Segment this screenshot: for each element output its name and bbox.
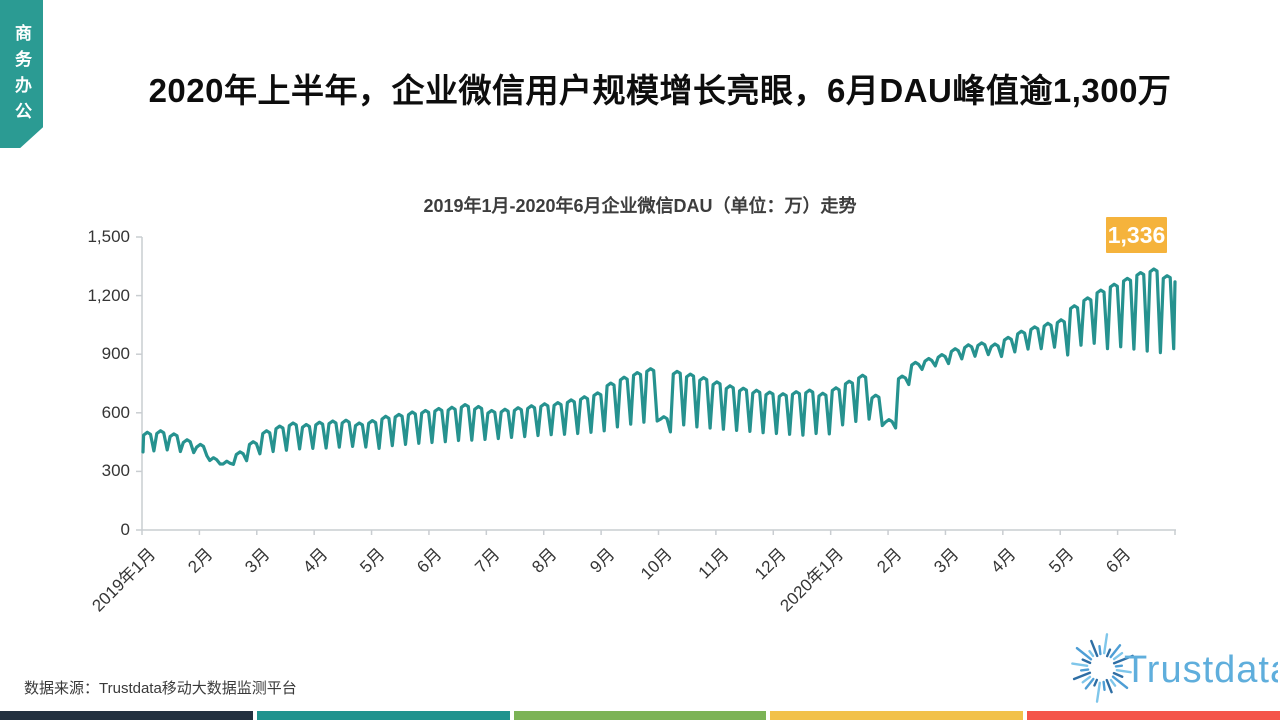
strip-segment [256, 711, 510, 720]
data-source-note: 数据来源：Trustdata移动大数据监测平台 [24, 680, 297, 697]
y-tick-label: 300 [101, 461, 130, 481]
y-tick-label: 600 [101, 402, 130, 422]
y-tick-label: 1,200 [87, 285, 130, 305]
category-ribbon: 商务办公 [0, 0, 43, 148]
strip-segment [1027, 711, 1280, 720]
y-tick-label: 1,500 [87, 227, 130, 246]
chart-title: 2019年1月-2020年6月企业微信DAU（单位：万）走势 [423, 196, 857, 216]
page-title: 2020年上半年，企业微信用户规模增长亮眼，6月DAU峰值逾1,300万 [148, 72, 1172, 109]
strip-segment [513, 711, 767, 720]
strip-segment [0, 711, 253, 720]
strip-segment [770, 711, 1024, 720]
logo-starburst-icon: Trustdata [1071, 633, 1280, 703]
y-tick-label: 0 [120, 520, 130, 539]
category-ribbon-label: 商务办公 [12, 24, 31, 128]
trustdata-logo: Trustdata [1052, 632, 1280, 704]
y-tick-label: 900 [101, 344, 130, 364]
peak-value-badge: 1,336 [1106, 217, 1167, 253]
footer-color-strip [0, 711, 1280, 720]
logo-wordmark: Trustdata [1124, 649, 1278, 691]
dau-trend-line-chart [136, 236, 1177, 535]
